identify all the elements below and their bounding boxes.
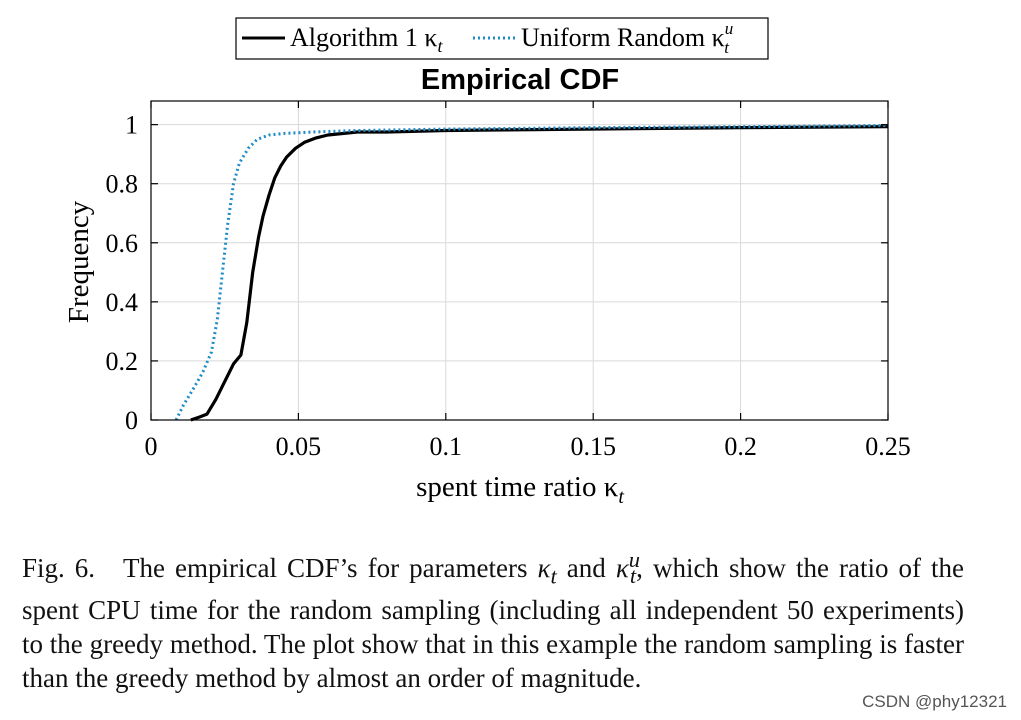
legend-label-uniform-random: Uniform Random κu t [521,19,733,57]
caption-and: and [556,553,616,583]
y-tick-label: 0.2 [106,347,139,376]
x-tick-label: 0.1 [430,432,463,461]
chart-title: Empirical CDF [421,64,619,96]
empirical-cdf-chart: Algorithm 1 κt Uniform Random κu t Empiri… [63,17,911,508]
tick-labels: 0 0.05 0.1 0.15 0.2 0.25 0 0.2 0.4 0.6 0.8 1 [106,111,911,461]
plot-frame [150,100,889,421]
legend: Algorithm 1 κt Uniform Random κu t [235,17,769,60]
watermark: CSDN @phy12321 [862,692,1007,711]
y-tick-label: 1 [125,111,138,140]
y-tick-label: 0.6 [106,229,139,258]
plot-area [151,101,888,420]
y-tick-label: 0.4 [106,288,139,317]
x-tick-label: 0 [145,432,158,461]
caption-text-start: The empirical CDF’s for parameters [123,553,538,583]
caption-kappa-2: κut [615,547,641,589]
series-line-algorithm1 [190,125,889,422]
y-tick-label: 0.8 [106,170,139,199]
x-tick-label: 0.05 [276,432,322,461]
x-axis-label: spent time ratio κt [416,471,624,508]
series-layer [174,124,889,422]
figure-caption: Fig. 6. The empirical CDF’s for parameter… [22,543,964,695]
caption-text-rest: , which show the ratio of the spent CPU … [22,553,964,694]
y-tick-label: 0 [125,406,138,435]
legend-label-algorithm1: Algorithm 1 κt [290,23,443,56]
x-tick-label: 0.25 [865,432,911,461]
caption-figure-label: Fig. 6. [22,553,96,583]
x-tick-label: 0.2 [724,432,757,461]
legend-box [235,17,769,60]
x-tick-label: 0.15 [570,432,616,461]
y-axis-label: Frequency [63,200,95,323]
series-line-uniform-random [174,124,889,421]
caption-kappa-1: κt [537,553,557,589]
ticks [150,101,889,421]
